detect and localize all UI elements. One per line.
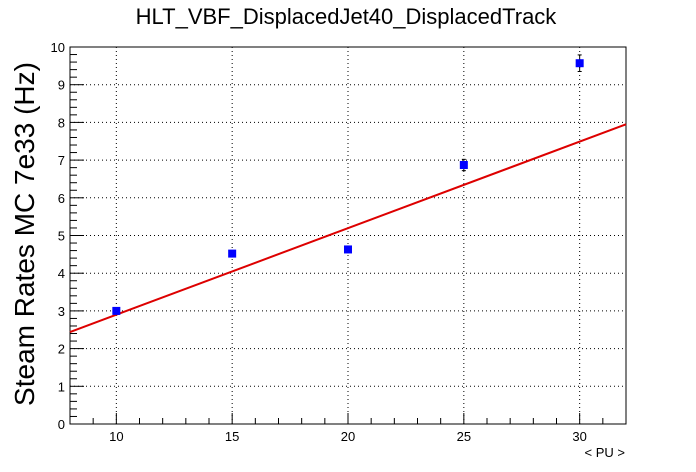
data-points-layer (112, 54, 584, 315)
y-tick-label: 4 (58, 266, 65, 281)
x-tick-label: 30 (572, 429, 586, 444)
y-tick-label: 5 (58, 229, 65, 244)
data-point (112, 306, 121, 315)
data-point (344, 245, 352, 254)
data-marker (112, 306, 121, 315)
y-tick-label: 6 (58, 191, 65, 206)
fit-line (69, 123, 627, 333)
x-axis-label: < PU > (585, 445, 625, 460)
y-tick-label: 3 (58, 304, 65, 319)
data-marker (344, 245, 352, 254)
y-tick-label: 0 (58, 417, 65, 432)
x-tick-label: 10 (109, 429, 123, 444)
y-tick-label: 10 (51, 40, 65, 55)
y-tick-label: 9 (58, 78, 65, 93)
axes: 10 15 20 25 30 0 1 2 3 4 5 6 7 8 9 10 (51, 40, 627, 444)
data-marker (575, 59, 584, 68)
y-axis-label: Steam Rates MC 7e33 (Hz) (9, 62, 40, 406)
y-tick-label: 8 (58, 115, 65, 130)
grid (70, 47, 626, 424)
data-marker (459, 161, 468, 170)
y-tick-label: 7 (58, 153, 65, 168)
x-tick-label: 25 (457, 429, 471, 444)
fit-line-layer (69, 123, 627, 333)
chart-title: HLT_VBF_DisplacedJet40_DisplacedTrack (136, 4, 558, 29)
y-tick-label: 1 (58, 379, 65, 394)
data-point (459, 158, 468, 172)
data-point (228, 249, 237, 258)
x-tick-label: 20 (341, 429, 355, 444)
data-point (575, 54, 584, 73)
x-tick-label: 15 (225, 429, 239, 444)
data-marker (228, 249, 237, 258)
y-tick-label: 2 (58, 342, 65, 357)
